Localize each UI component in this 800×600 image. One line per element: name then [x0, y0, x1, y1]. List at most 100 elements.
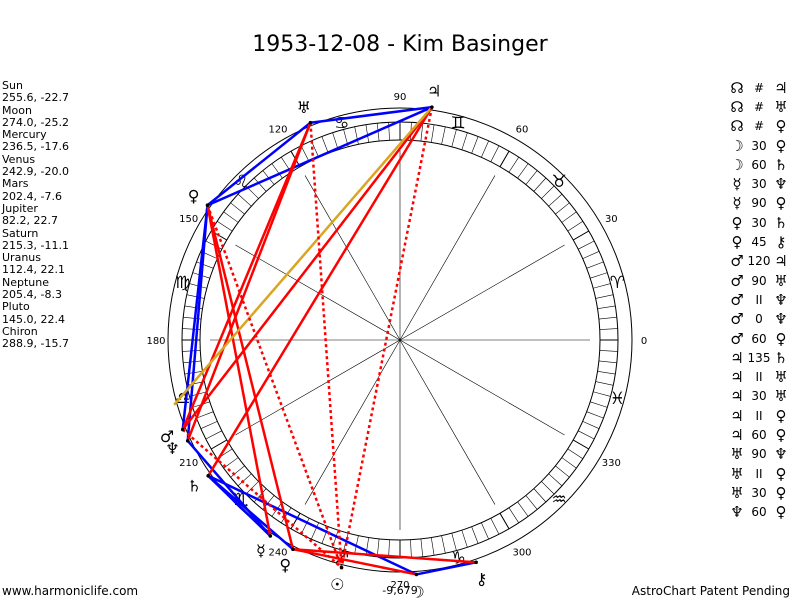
degree-tick [593, 283, 611, 289]
aspect-value: II [755, 466, 763, 481]
degree-tick [217, 221, 233, 232]
degree-tick [567, 221, 583, 232]
degree-tick [525, 495, 538, 510]
footer-patent-note: AstroChart Patent Pending [631, 584, 790, 598]
degree-tick [517, 163, 529, 179]
aspect-planet-1: ☽ [730, 155, 744, 174]
band-divider [499, 150, 510, 168]
planet-name: Chiron [2, 324, 38, 338]
aspect-planet-1: ♀ [731, 213, 743, 232]
house-spoke [399, 244, 565, 341]
aspect-row: ♂ 90 ♅ [728, 271, 790, 290]
aspect-value: 0 [755, 312, 763, 327]
band-divider [572, 230, 590, 241]
aspect-planet-1: ♃ [730, 387, 744, 406]
planet-name: Venus [2, 152, 36, 166]
zodiac-sign-glyph: ♉ [551, 172, 566, 192]
footer-website[interactable]: www.harmoniclife.com [2, 584, 139, 598]
aspect-planet-2: ♃ [774, 252, 788, 271]
house-spoke [235, 339, 401, 436]
planet-glyph: ☿ [256, 541, 266, 560]
aspect-value: II [755, 370, 763, 385]
degree-tick [471, 526, 479, 544]
aspect-row: ☿ 30 ♆ [728, 174, 790, 193]
aspect-planet-2: ♃ [774, 78, 788, 97]
aspect-line [206, 204, 343, 569]
aspect-planet-1: ♅ [730, 445, 744, 464]
degree-tick [441, 535, 446, 554]
degree-tick [420, 538, 424, 557]
angle-tick-label: 90 [394, 92, 407, 103]
aspect-row: ♅ 90 ♆ [728, 445, 790, 464]
degree-tick [245, 481, 259, 495]
zodiac-sign-glyph: ♒ [551, 490, 566, 510]
aspect-planet-1: ☿ [732, 175, 742, 194]
aspect-planet-2: ♀ [775, 194, 787, 213]
aspect-planet-2: ♅ [774, 271, 788, 290]
aspect-line [310, 105, 433, 124]
degree-tick [561, 457, 577, 469]
degree-tick [461, 132, 468, 150]
degree-tick [508, 507, 519, 523]
degree-tick [354, 535, 359, 554]
aspect-planet-1: ☽ [730, 136, 744, 155]
planet-coords: 242.9, -20.0 [2, 165, 69, 179]
aspect-row: ♆ 60 ♀ [728, 503, 790, 522]
degree-tick [376, 538, 380, 557]
degree-tick [490, 518, 500, 535]
aspect-planet-1: ♂ [730, 271, 744, 290]
degree-tick [597, 370, 616, 375]
degree-tick [561, 211, 577, 223]
degree-tick [300, 518, 310, 535]
aspect-row: ♃ 135 ♄ [728, 348, 790, 367]
planet-position-list: Sun 255.6, -22.7 Moon 274.0, -25.2 Mercury 23… [2, 79, 69, 351]
aspect-line [181, 428, 343, 569]
planet-coords: 112.4, 22.1 [2, 263, 65, 277]
aspect-line [206, 121, 312, 207]
aspect-value: 30 [751, 215, 767, 230]
aspect-row: ☽ 30 ♀ [728, 136, 790, 155]
angle-tick-label: 60 [516, 125, 529, 136]
degree-tick [578, 240, 595, 250]
planet-coords: 215.3, -11.1 [2, 238, 69, 252]
house-spoke [304, 175, 401, 341]
planet-marker [180, 427, 185, 432]
planet-name: Mars [2, 177, 29, 191]
planet-coords: 255.6, -22.7 [2, 91, 69, 105]
degree-tick [354, 126, 359, 145]
degree-tick [517, 501, 529, 517]
degree-tick [271, 163, 283, 179]
planet-name: Uranus [2, 251, 41, 265]
aspect-value: 60 [751, 505, 767, 520]
aspect-row: ☊ # ♀ [728, 117, 790, 136]
degree-tick [311, 522, 319, 540]
degree-tick [441, 126, 446, 145]
degree-tick [481, 140, 489, 158]
zodiac-sign-glyph: ♑ [451, 548, 466, 568]
planet-marker [430, 105, 434, 109]
aspect-line [206, 204, 272, 537]
zodiac-sign-glyph: ♊ [451, 114, 466, 134]
aspect-value: 30 [751, 389, 767, 404]
zodiac-sign-glyph: ♓ [610, 389, 625, 409]
aspect-line [207, 106, 433, 477]
aspect-planet-1: ♂ [730, 252, 744, 271]
degree-tick [186, 294, 205, 299]
degree-tick [595, 381, 614, 386]
degree-tick [223, 211, 239, 223]
degree-tick [481, 522, 489, 540]
degree-tick [332, 132, 339, 150]
aspect-line [416, 561, 477, 576]
aspect-planet-2: ♀ [775, 136, 787, 155]
house-spoke [235, 244, 401, 341]
degree-tick [586, 261, 604, 269]
aspect-line [181, 106, 433, 431]
aspect-planet-1: ♃ [730, 406, 744, 425]
planet-marker [474, 560, 478, 565]
aspect-value: 45 [751, 235, 767, 250]
angle-tick-label: 150 [179, 214, 198, 225]
aspect-line [207, 474, 417, 576]
planet-glyph: ♃ [427, 81, 441, 100]
planet-name: Moon [2, 103, 32, 117]
